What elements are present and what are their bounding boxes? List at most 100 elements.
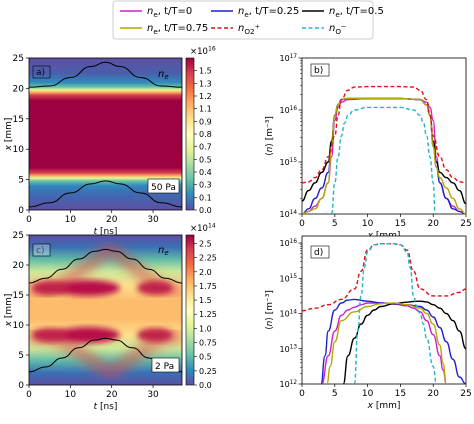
panel-d-label: d) — [314, 248, 323, 258]
x-axis-label-a: t [ns] — [94, 227, 118, 237]
legend-label-0: ne, t/T=0 — [147, 6, 192, 19]
x-tick-label-b-4: 20 — [427, 219, 439, 229]
x-axis-label-c: t [ns] — [94, 402, 118, 412]
legend-label-2: ne, t/T=0.5 — [329, 6, 384, 19]
x-tick-label-d-1: 5 — [332, 389, 338, 399]
plot-b-frame — [301, 57, 467, 215]
colorbar-a — [185, 57, 195, 211]
pressure-box-a — [147, 178, 180, 194]
colorbar-tick-label-c-10: 2.5 — [199, 239, 212, 248]
pressure-label-a: 50 Pa — [151, 183, 176, 193]
colorbar-c — [185, 234, 195, 386]
series-line-b-3 — [302, 97, 466, 214]
legend: ne, t/T=0 ne, t/T=0.25 ne, t/T=0.5 ne, t/T=… — [112, 0, 384, 40]
colorbar-tick-label-a-10: 1.3 — [199, 80, 212, 89]
plot-d-frame — [301, 235, 467, 385]
legend-label-4: nO2+ — [238, 23, 260, 37]
colorbar-tick-label-a-8: 1.1 — [199, 104, 212, 113]
colorbar-tick-label-a-3: 0.4 — [199, 168, 212, 177]
svg-text:ne: ne — [158, 245, 169, 257]
colorbar-tick-label-c-3: 0.75 — [199, 339, 217, 348]
heatmap-a-frame — [28, 57, 183, 211]
x-tick-label-b-0: 0 — [299, 219, 305, 229]
sheath-edge-c-x_upper — [29, 248, 182, 284]
panel-b-label-box — [310, 63, 330, 77]
colorbar-tick-label-a-7: 0.9 — [199, 118, 212, 127]
colorbar-tick-label-c-1: 0.25 — [199, 367, 217, 376]
y-tick-label-b-0: 1014 — [279, 210, 297, 219]
colorbar-tick-label-a-4: 0.5 — [199, 156, 212, 165]
panel-b-label: b) — [314, 66, 323, 76]
x-tick-label-d-2: 10 — [362, 389, 374, 399]
y-tick-label-d-3: 1015 — [279, 274, 297, 283]
colorbar-exponent-c: ×1014 — [190, 223, 216, 234]
x-tick-label-c-3: 30 — [147, 390, 159, 400]
panel-a-label-box — [32, 65, 51, 79]
y-tick-label-b-3: 1017 — [279, 54, 297, 63]
panel-b-lineplot: 05101520251014101510161017x [mm]⟨n⟩ [m⁻³… — [265, 54, 472, 241]
legend-label-3: ne, t/T=0.75 — [147, 23, 208, 36]
colorbar-tick-label-c-7: 1.75 — [199, 282, 217, 291]
svg-text:ne: ne — [158, 69, 169, 81]
x-axis-label-d: x [mm] — [367, 401, 401, 411]
x-tick-label-a-0: 0 — [26, 215, 32, 225]
colorbar-tick-label-a-0: 0.0 — [199, 206, 212, 215]
y-tick-label-a-5: 25 — [13, 54, 24, 64]
y-tick-label-c-1: 5 — [18, 351, 24, 361]
series-line-b-5 — [330, 106, 436, 214]
y-tick-label-a-0: 0 — [18, 206, 24, 216]
colorbar-tick-label-c-8: 2.0 — [199, 268, 212, 277]
legend-label-1: ne, t/T=0.25 — [238, 6, 299, 19]
series-line-b-4 — [302, 85, 466, 184]
heatmap-c-frame — [28, 234, 183, 386]
panel-c-label: c) — [36, 246, 44, 256]
x-tick-label-b-5: 25 — [460, 219, 471, 229]
y-tick-label-d-4: 1016 — [279, 239, 297, 248]
y-axis-label-c: x [mm] — [4, 294, 14, 328]
panel-c-heatmap: 0 10 20 30 0 5 10 15 20 25 t [ns] x [mm] c) ne 2 Pa… — [4, 223, 217, 412]
species-label-a: ne — [158, 69, 169, 81]
colorbar-tick-label-a-9: 1.2 — [199, 92, 212, 101]
colorbar-exponent-a: ×1016 — [190, 46, 216, 57]
y-tick-label-a-3: 15 — [13, 115, 24, 125]
x-tick-label-d-3: 15 — [395, 389, 406, 399]
y-tick-label-c-3: 15 — [13, 291, 24, 301]
y-tick-label-c-4: 20 — [13, 261, 25, 271]
series-line-d-4 — [302, 243, 466, 312]
x-tick-label-b-2: 10 — [362, 219, 374, 229]
series-line-d-2 — [342, 300, 466, 384]
colorbar-tick-label-a-6: 0.8 — [199, 130, 212, 139]
y-axis-label-a: x [mm] — [4, 118, 14, 152]
y-tick-label-a-4: 20 — [13, 84, 25, 94]
colorbar-tick-label-c-5: 1.25 — [199, 310, 217, 319]
x-tick-label-a-1: 10 — [65, 215, 77, 225]
x-tick-label-b-1: 5 — [332, 219, 338, 229]
x-tick-label-d-5: 25 — [460, 389, 471, 399]
colorbar-tick-label-a-5: 0.7 — [199, 142, 212, 151]
panel-a-label: a) — [36, 68, 45, 78]
x-tick-label-a-2: 20 — [106, 215, 118, 225]
species-label-c: ne — [158, 245, 169, 257]
colorbar-tick-label-a-1: 0.1 — [199, 194, 212, 203]
y-tick-label-d-1: 1013 — [279, 345, 297, 354]
panel-c-label-box — [32, 243, 51, 257]
panel-a-heatmap: 0 10 20 30 0 5 10 15 20 25 t [ns] x [mm] a) ne 50 P… — [4, 46, 216, 237]
colorbar-tick-label-c-0: 0.0 — [199, 381, 212, 390]
y-tick-label-c-5: 25 — [13, 231, 24, 241]
x-tick-label-d-4: 20 — [427, 389, 439, 399]
x-tick-label-c-1: 10 — [65, 390, 77, 400]
series-line-d-5 — [353, 243, 438, 384]
sheath-edge-a-x_lower — [29, 180, 182, 208]
y-tick-label-c-2: 10 — [13, 321, 25, 331]
x-tick-label-a-3: 30 — [147, 215, 159, 225]
legend-label-5: nO− — [329, 23, 346, 37]
colorbar-tick-label-a-2: 0.3 — [199, 180, 212, 189]
series-line-d-3 — [326, 302, 447, 384]
pressure-box-c — [151, 357, 180, 373]
y-tick-label-a-2: 10 — [13, 145, 25, 155]
y-tick-label-b-2: 1016 — [279, 106, 297, 115]
colorbar-tick-label-c-6: 1.5 — [199, 296, 212, 305]
colorbar-tick-label-c-4: 1.0 — [199, 324, 212, 333]
